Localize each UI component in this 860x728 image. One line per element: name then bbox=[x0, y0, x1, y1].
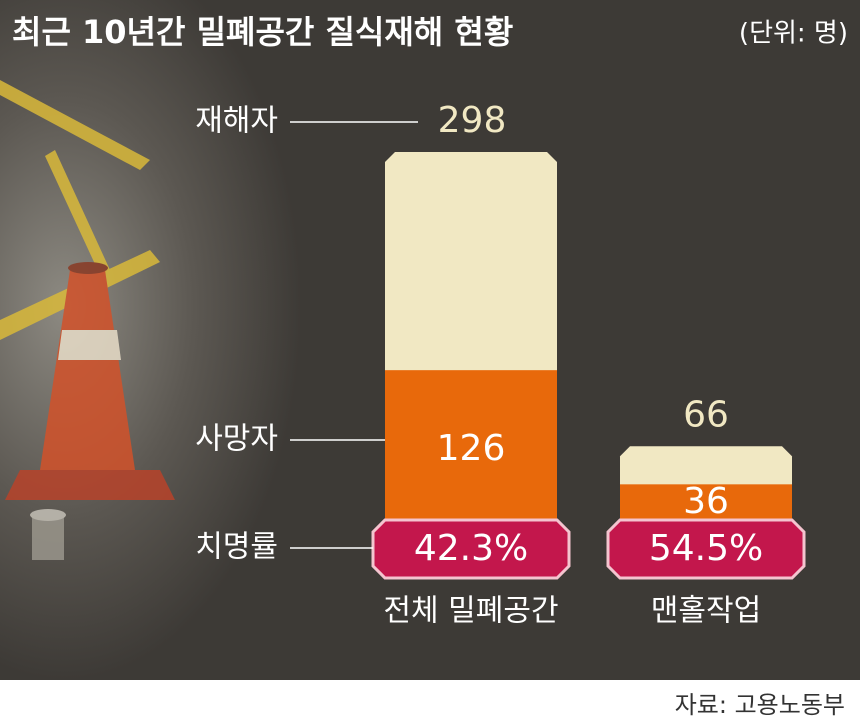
value-label: 66 bbox=[683, 394, 729, 435]
rate-label: 54.5% bbox=[649, 528, 763, 569]
footer-band bbox=[0, 680, 860, 728]
rate-label: 42.3% bbox=[414, 528, 528, 569]
legend-label: 치명률 bbox=[195, 530, 278, 565]
chart-subtitle: (단위: 명) bbox=[739, 19, 848, 49]
rate-box bbox=[606, 518, 806, 580]
photo-decoration bbox=[0, 80, 175, 560]
chart-title: 최근 10년간 밀폐공간 질식재해 현황 bbox=[12, 13, 513, 51]
source: 자료: 고용노동부 bbox=[675, 691, 845, 719]
x-tick-label: 전체 밀폐공간 bbox=[383, 594, 558, 629]
bar-deaths bbox=[385, 370, 557, 530]
value-label: 36 bbox=[683, 481, 729, 522]
legend-label: 재해자 bbox=[195, 104, 278, 139]
rate-box bbox=[371, 518, 571, 580]
value-label: 298 bbox=[438, 100, 507, 141]
value-label: 126 bbox=[437, 428, 506, 469]
x-tick-label: 맨홀작업 bbox=[651, 594, 761, 629]
legend-label: 사망자 bbox=[195, 422, 278, 457]
